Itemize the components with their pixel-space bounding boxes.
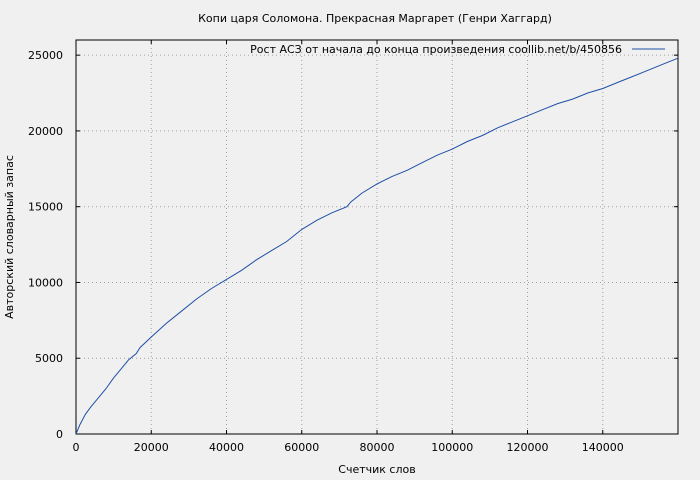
y-tick-label: 5000: [35, 352, 63, 365]
y-axis-label: Авторский словарный запас: [3, 155, 16, 319]
legend-label: Рост АСЗ от начала до конца произведения…: [250, 43, 622, 56]
ticks: 0 20000 40000 60000 80000 100000 120000 140000 0…: [28, 40, 678, 454]
x-tick-label: 140000: [582, 441, 624, 454]
y-tick-label: 20000: [28, 125, 63, 138]
y-tick-label: 15000: [28, 201, 63, 214]
x-tick-label: 60000: [284, 441, 319, 454]
x-tick-label: 40000: [209, 441, 244, 454]
y-tick-label: 25000: [28, 49, 63, 62]
x-tick-label: 0: [73, 441, 80, 454]
chart-title: Копи царя Соломона. Прекрасная Маргарет …: [198, 12, 552, 25]
y-tick-label: 0: [56, 428, 63, 441]
series-group: [75, 57, 679, 435]
x-axis-label: Счетчик слов: [338, 463, 415, 476]
x-tick-label: 80000: [360, 441, 395, 454]
grid: [76, 40, 678, 434]
y-tick-label: 10000: [28, 276, 63, 289]
series-line-0: [75, 57, 679, 435]
x-tick-label: 20000: [134, 441, 169, 454]
x-tick-label: 100000: [431, 441, 473, 454]
legend: Рост АСЗ от начала до конца произведения…: [250, 43, 665, 56]
x-tick-label: 120000: [507, 441, 549, 454]
